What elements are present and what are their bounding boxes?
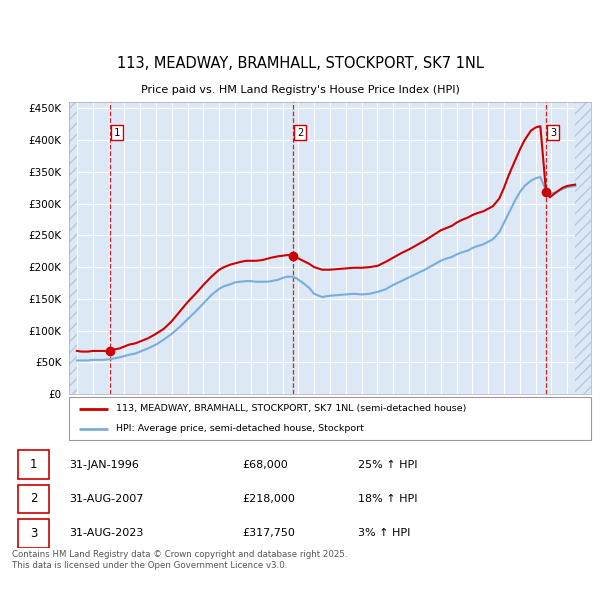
Text: 25% ↑ HPI: 25% ↑ HPI bbox=[358, 460, 417, 470]
Text: £218,000: £218,000 bbox=[242, 494, 295, 504]
FancyBboxPatch shape bbox=[18, 519, 49, 548]
Text: 1: 1 bbox=[114, 128, 120, 137]
Bar bbox=[575, 102, 591, 394]
Text: 1: 1 bbox=[30, 458, 37, 471]
Text: 3: 3 bbox=[550, 128, 556, 137]
Bar bbox=[69, 102, 77, 394]
Text: Contains HM Land Registry data © Crown copyright and database right 2025.
This d: Contains HM Land Registry data © Crown c… bbox=[12, 550, 347, 570]
Text: 18% ↑ HPI: 18% ↑ HPI bbox=[358, 494, 417, 504]
FancyBboxPatch shape bbox=[18, 484, 49, 513]
Text: 31-JAN-1996: 31-JAN-1996 bbox=[70, 460, 139, 470]
Text: 113, MEADWAY, BRAMHALL, STOCKPORT, SK7 1NL: 113, MEADWAY, BRAMHALL, STOCKPORT, SK7 1… bbox=[116, 55, 484, 71]
Text: 113, MEADWAY, BRAMHALL, STOCKPORT, SK7 1NL (semi-detached house): 113, MEADWAY, BRAMHALL, STOCKPORT, SK7 1… bbox=[116, 405, 466, 414]
Text: 2: 2 bbox=[30, 493, 37, 506]
Text: £317,750: £317,750 bbox=[242, 528, 295, 538]
FancyBboxPatch shape bbox=[18, 451, 49, 479]
Text: 31-AUG-2007: 31-AUG-2007 bbox=[70, 494, 144, 504]
Text: 2: 2 bbox=[297, 128, 303, 137]
Text: £68,000: £68,000 bbox=[242, 460, 288, 470]
Text: 3% ↑ HPI: 3% ↑ HPI bbox=[358, 528, 410, 538]
Text: 31-AUG-2023: 31-AUG-2023 bbox=[70, 528, 144, 538]
Text: Price paid vs. HM Land Registry's House Price Index (HPI): Price paid vs. HM Land Registry's House … bbox=[140, 85, 460, 95]
Text: 3: 3 bbox=[30, 526, 37, 540]
FancyBboxPatch shape bbox=[69, 397, 591, 440]
Text: HPI: Average price, semi-detached house, Stockport: HPI: Average price, semi-detached house,… bbox=[116, 424, 364, 434]
